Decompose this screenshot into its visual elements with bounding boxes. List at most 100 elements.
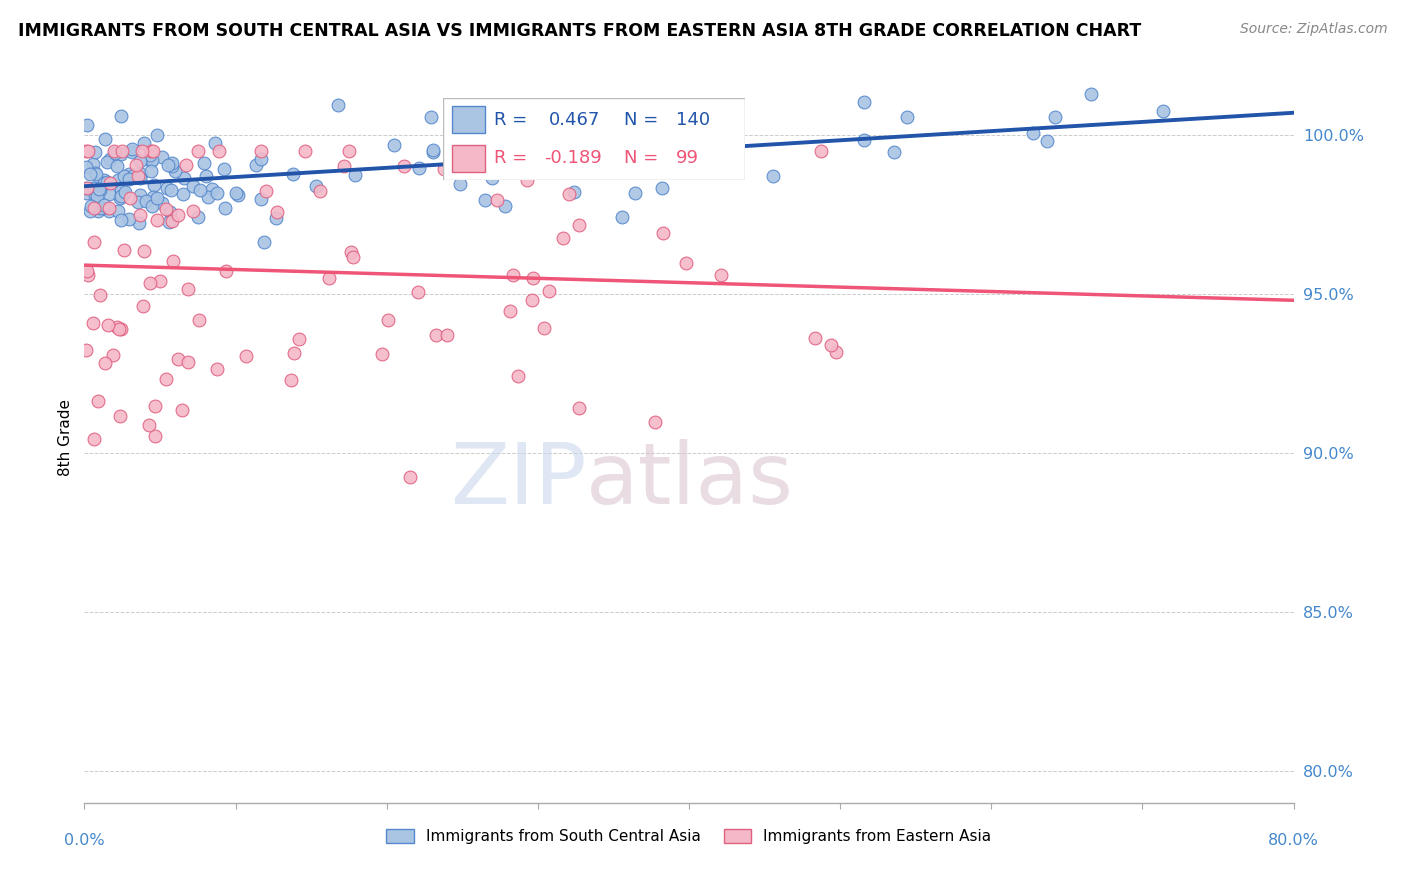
Point: [215, 263, 238, 277]
Point: [155, 372, 177, 386]
Point: [141, 163, 163, 178]
Point: [82, 316, 104, 330]
Point: [143, 429, 166, 443]
Point: [76, 181, 98, 195]
Point: [612, 210, 634, 224]
Point: [193, 155, 215, 169]
Point: [283, 346, 305, 360]
Point: [481, 170, 503, 185]
Point: [1080, 87, 1102, 101]
Point: [132, 299, 155, 313]
Point: [190, 183, 212, 197]
Point: [80, 199, 103, 213]
Point: [83, 145, 105, 159]
Point: [139, 144, 162, 158]
Point: [638, 132, 661, 146]
Bar: [451, 145, 485, 172]
Point: [75, 181, 97, 195]
Point: [97, 201, 120, 215]
Point: [111, 144, 134, 158]
Point: [174, 158, 197, 172]
Point: [86, 188, 108, 202]
Point: [399, 470, 422, 484]
Point: [108, 322, 131, 336]
Point: [103, 348, 125, 362]
Point: [326, 98, 349, 112]
Point: [883, 145, 905, 159]
Point: [87, 203, 110, 218]
Point: [288, 333, 311, 347]
Point: [318, 270, 340, 285]
Point: [93, 176, 115, 190]
Point: [160, 214, 183, 228]
Point: [502, 268, 524, 282]
Point: [83, 201, 105, 215]
Point: [657, 100, 679, 114]
Point: [129, 153, 152, 168]
Point: [825, 345, 848, 359]
Point: [486, 193, 509, 207]
Point: [132, 244, 155, 258]
Point: [551, 231, 574, 245]
Point: [675, 256, 697, 270]
Point: [131, 144, 153, 158]
Text: N =: N =: [624, 150, 658, 168]
Point: [852, 95, 875, 110]
Point: [173, 170, 195, 185]
Point: [98, 186, 121, 201]
Point: [107, 173, 129, 187]
Point: [134, 136, 156, 150]
Point: [156, 180, 179, 194]
Point: [76, 264, 98, 278]
Point: [159, 205, 181, 219]
Text: R =: R =: [495, 150, 527, 168]
Point: [122, 168, 145, 182]
Text: R =: R =: [495, 111, 527, 128]
Point: [651, 181, 673, 195]
Point: [762, 169, 785, 183]
Point: [98, 152, 121, 166]
Point: [266, 204, 288, 219]
Point: [114, 185, 136, 199]
Point: [142, 190, 165, 204]
Text: atlas: atlas: [586, 440, 794, 523]
Point: [644, 415, 666, 429]
Point: [93, 198, 115, 212]
Point: [121, 141, 143, 155]
Point: [337, 144, 360, 158]
Point: [245, 158, 267, 172]
Point: [138, 417, 160, 432]
Point: [250, 153, 273, 167]
Point: [97, 318, 120, 332]
Point: [82, 156, 104, 170]
Point: [89, 201, 111, 215]
Point: [820, 338, 842, 352]
Point: [177, 355, 200, 369]
Point: [252, 235, 274, 249]
Point: [422, 143, 444, 157]
Point: [121, 145, 143, 159]
Point: [537, 285, 560, 299]
Point: [562, 185, 585, 199]
Point: [449, 177, 471, 191]
Text: Source: ZipAtlas.com: Source: ZipAtlas.com: [1240, 22, 1388, 37]
Point: [83, 181, 105, 195]
Point: [250, 192, 273, 206]
Point: [308, 184, 330, 198]
Point: [97, 203, 120, 218]
Point: [305, 178, 328, 193]
Point: [91, 201, 114, 215]
Point: [170, 402, 193, 417]
Text: N =: N =: [624, 111, 658, 128]
Point: [110, 147, 132, 161]
Point: [710, 268, 733, 282]
Point: [408, 161, 430, 176]
Point: [188, 313, 211, 327]
Point: [214, 201, 236, 215]
Point: [425, 327, 447, 342]
Point: [75, 343, 97, 358]
Point: [75, 161, 97, 175]
Point: [1036, 134, 1059, 148]
Point: [1022, 126, 1045, 140]
Point: [84, 187, 107, 202]
